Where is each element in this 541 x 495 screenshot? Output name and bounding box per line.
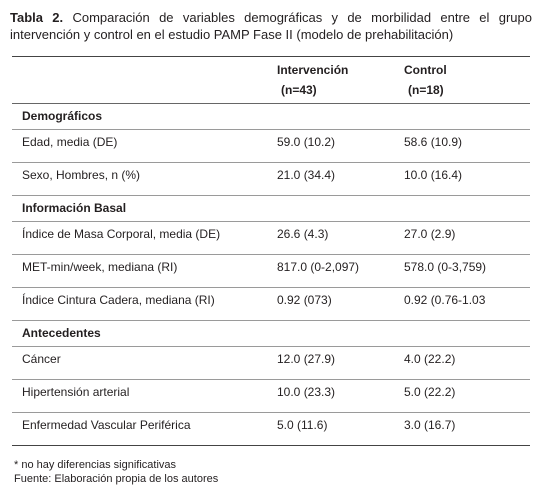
rule [12,379,530,380]
rule [12,56,530,57]
cell: 12.0 (27.9) [277,352,336,366]
cell: 817.0 (0-2,097) [277,260,360,274]
footnote: Fuente: Elaboración propia de los autore… [14,473,219,485]
cell: 3.0 (16.7) [404,418,456,432]
rule [12,320,530,321]
row-label: Hipertensión arterial [22,385,130,399]
cell: 59.0 (10.2) [277,135,336,149]
cell: 21.0 (34.4) [277,168,336,182]
row-label: MET-min/week, mediana (RI) [22,260,178,274]
rule [12,195,530,196]
section-heading: Información Basal [22,201,127,215]
rule [12,346,530,347]
rule [12,162,530,163]
cell: 10.0 (16.4) [404,168,463,182]
column-subheader: (n=18) [408,83,444,97]
row-label: Índice Cintura Cadera, mediana (RI) [22,293,215,307]
column-header: Intervención [277,63,349,77]
rule [12,103,530,104]
column-subheader: (n=43) [281,83,317,97]
footnote: * no hay diferencias significativas [14,459,177,471]
caption-line: intervención y control en el estudio PAM… [10,27,454,42]
cell: 4.0 (22.2) [404,352,456,366]
column-header: Control [404,63,447,77]
row-label: Enfermedad Vascular Periférica [22,418,191,432]
rule [12,129,530,130]
rule [12,287,530,288]
cell: 26.6 (4.3) [277,227,329,241]
caption-line: Tabla 2. Comparación de variables demogr… [10,10,532,26]
cell: 27.0 (2.9) [404,227,456,241]
caption-text: Comparación de variables demográficas y … [72,10,532,25]
row-label: Índice de Masa Corporal, media (DE) [22,227,221,241]
rule [12,412,530,413]
cell: 0.92 (073) [277,293,332,307]
row-label: Edad, media (DE) [22,135,118,149]
cell: 578.0 (0-3,759) [404,260,487,274]
section-heading: Demográficos [22,109,103,123]
row-label: Cáncer [22,352,61,366]
cell: 10.0 (23.3) [277,385,336,399]
cell: 58.6 (10.9) [404,135,463,149]
rule [12,445,530,446]
caption-label: Tabla 2. [10,10,64,25]
rule [12,221,530,222]
cell: 0.92 (0.76-1.03 [404,293,486,307]
section-heading: Antecedentes [22,326,101,340]
cell: 5.0 (11.6) [277,418,328,432]
rule [12,254,530,255]
cell: 5.0 (22.2) [404,385,456,399]
row-label: Sexo, Hombres, n (%) [22,168,141,182]
